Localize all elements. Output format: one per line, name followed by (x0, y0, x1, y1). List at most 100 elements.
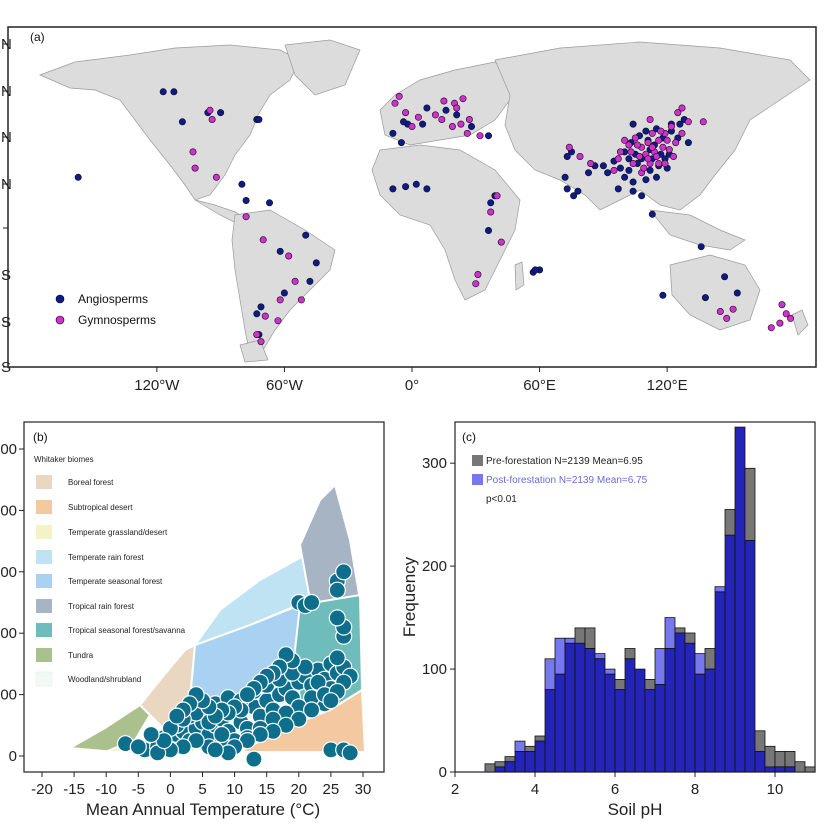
histogram-x-axis-title: Soil pH (608, 800, 663, 819)
angiosperm-point (238, 180, 246, 188)
biome-legend-title: Whitaker biomes (34, 455, 94, 464)
histogram-bar-upper (524, 745, 536, 752)
gymnosperm-point (684, 118, 692, 126)
biome-x-ticks: -20 -15 -10 -5 0 5 10 15 20 25 30 (31, 772, 371, 798)
biome-site-point (322, 692, 340, 710)
biome-legend-swatch-tropical-seasonal-forest (36, 623, 52, 637)
histogram-bar-overlap (554, 673, 566, 773)
histogram-bar-overlap (524, 751, 536, 773)
histogram-bar-overlap (624, 658, 636, 773)
angiosperm-point (616, 164, 624, 172)
gymnosperm-point (476, 132, 484, 140)
angiosperm-point (625, 155, 633, 163)
biome-points (116, 563, 359, 768)
gymnosperm-point (657, 127, 665, 135)
map-y-tick-label: S (1, 267, 11, 284)
biome-legend: Whitaker biomes Boreal forest Subtropica… (34, 455, 186, 687)
angiosperm-point (306, 277, 314, 285)
land-antarctic-tip (239, 339, 269, 363)
map-x-tick-label: 120°E (647, 377, 688, 394)
land-madagascar (514, 261, 525, 291)
angiosperm-point (563, 185, 571, 193)
gymnosperm-point (699, 118, 707, 126)
gymnosperm-point (716, 307, 724, 315)
gymnosperm-point (408, 123, 416, 131)
angiosperm-point (159, 88, 167, 96)
gymnosperm-point (665, 146, 673, 154)
angiosperm-point (467, 123, 475, 131)
histogram-bar-upper (534, 735, 546, 742)
gymnosperm-point (474, 270, 482, 278)
histogram-bar-overlap (684, 642, 696, 773)
gymnosperm-point (669, 153, 677, 161)
panel-c: Pre-forestation N=2139 Mean=6.95 Post-fo… (400, 421, 816, 819)
map-y-tick-label: N (1, 176, 12, 193)
histogram-x-tick-label: 4 (531, 781, 539, 798)
biome-legend-label-temperate-seasonal-forest: Temperate seasonal forest (68, 577, 163, 586)
histogram-bar-overlap (724, 534, 736, 773)
histogram-bar-overlap (644, 689, 656, 773)
biome-y-tick-label: 00 (0, 625, 17, 642)
gymnosperm-point (786, 314, 794, 322)
gymnosperm-point (674, 109, 682, 117)
biome-x-tick-label: 30 (355, 781, 372, 798)
land-new-zealand (791, 309, 809, 336)
angiosperm-point (242, 197, 250, 205)
angiosperm-point (484, 132, 492, 140)
histogram-bar-overlap (664, 648, 676, 773)
gymnosperm-point (565, 143, 573, 151)
gymnosperm-point (633, 141, 641, 149)
histogram-bar-upper (764, 745, 776, 768)
histogram-annotation: p<0.01 (486, 494, 517, 505)
gymnosperm-point (767, 324, 775, 332)
histogram-bar-upper (584, 627, 596, 649)
angiosperm-point (302, 231, 310, 239)
gymnosperm-point (640, 164, 648, 172)
angiosperm-point (599, 162, 607, 170)
map-x-ticks: 120°W 60°W 0° 60°E 120°E (134, 367, 688, 394)
map-points (74, 88, 794, 346)
histogram-x-tick-label: 8 (691, 781, 699, 798)
gymnosperm-point (644, 155, 652, 163)
biome-x-tick-label: -10 (95, 781, 117, 798)
angiosperm-point (402, 183, 410, 191)
gymnosperm-point (625, 141, 633, 149)
angiosperm-point (574, 187, 582, 195)
histogram-bar-upper (504, 756, 516, 763)
histogram-x-tick-label: 2 (451, 781, 459, 798)
histogram-bar-upper (624, 648, 636, 660)
histogram-y-tick-label: 300 (422, 455, 447, 472)
gymnosperm-point (291, 277, 299, 285)
histogram-bar-overlap (594, 658, 606, 773)
gymnosperm-point (253, 331, 261, 339)
angiosperm-point (561, 173, 569, 181)
angiosperm-point (484, 227, 492, 235)
map-y-tick-label: S (1, 314, 11, 331)
gymnosperm-point (487, 208, 495, 216)
land-north-america (39, 44, 301, 201)
biome-y-tick-label: 00 (0, 441, 17, 458)
histogram-bar-upper (794, 761, 806, 773)
angiosperm-point (646, 166, 654, 174)
angiosperm-point (412, 180, 420, 188)
gymnosperm-point (497, 238, 505, 246)
biome-site-point (335, 563, 353, 581)
histogram-legend: Pre-forestation N=2139 Mean=6.95 Post-fo… (472, 455, 648, 505)
map-x-tick-label: 60°E (523, 377, 556, 394)
gymnosperm-point (652, 153, 660, 161)
angiosperm-point (629, 178, 637, 186)
histogram-bar-overlap (694, 673, 706, 773)
histogram-bar-overlap (564, 642, 576, 773)
angiosperm-point (276, 247, 284, 255)
histogram-y-ticks: 0 100 200 300 (422, 455, 455, 781)
histogram-bar-overlap (734, 426, 746, 773)
gymnosperm-point (729, 305, 737, 313)
biome-site-point (206, 741, 224, 759)
gymnosperm-point (678, 129, 686, 137)
gymnosperm-point (648, 129, 656, 137)
histogram-bar-overlap (534, 740, 546, 773)
gymnosperm-point (723, 314, 731, 322)
biome-legend-label-tundra: Tundra (68, 651, 94, 660)
angiosperm-point (399, 118, 407, 126)
